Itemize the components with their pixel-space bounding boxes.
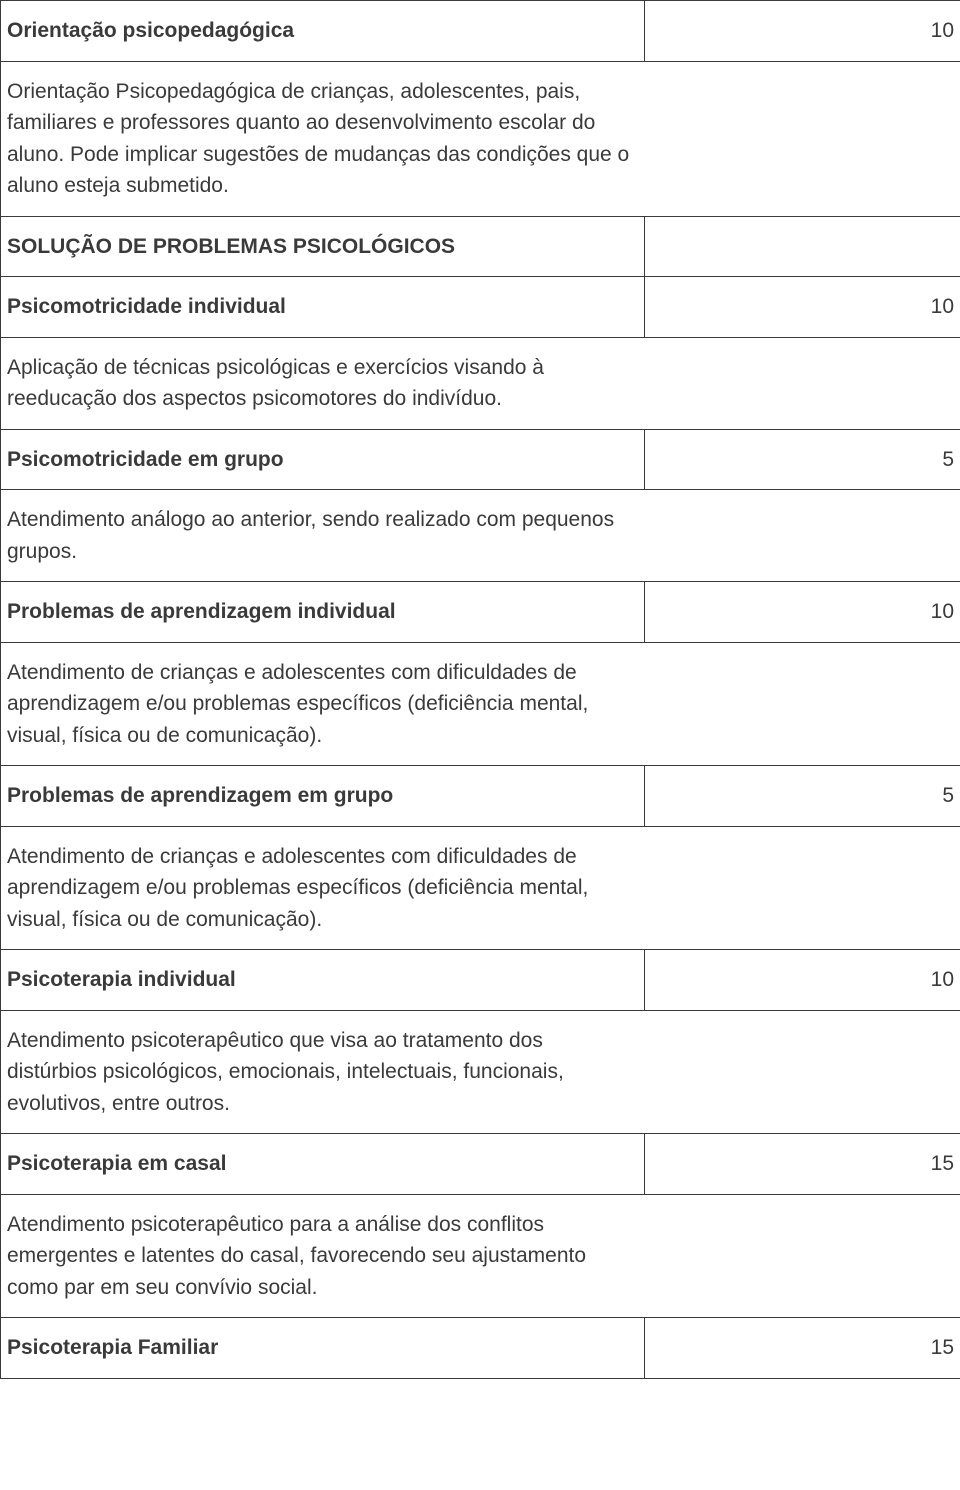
row-title: Psicomotricidade individual [1,277,645,338]
row-value: 10 [645,1,960,62]
row-title: Psicoterapia individual [1,950,645,1011]
row-description: Atendimento psicoterapêutico que visa ao… [1,1010,645,1134]
row-value-empty [645,1010,960,1134]
services-table: Orientação psicopedagógica 10 Orientação… [0,0,960,1379]
table-row: SOLUÇÃO DE PROBLEMAS PSICOLÓGICOS [1,216,960,277]
table-row: Aplicação de técnicas psicológicas e exe… [1,337,960,429]
row-value: 15 [645,1134,960,1195]
row-title: Orientação psicopedagógica [1,1,645,62]
row-title: Psicomotricidade em grupo [1,429,645,490]
table-row: Psicoterapia Familiar 15 [1,1318,960,1379]
table-row: Atendimento psicoterapêutico para a anál… [1,1194,960,1318]
row-value: 10 [645,582,960,643]
row-value-empty [645,1194,960,1318]
table-row: Atendimento análogo ao anterior, sendo r… [1,490,960,582]
section-header: SOLUÇÃO DE PROBLEMAS PSICOLÓGICOS [1,216,645,277]
table-row: Atendimento de crianças e adolescentes c… [1,826,960,950]
row-title: Problemas de aprendizagem em grupo [1,766,645,827]
row-description: Atendimento psicoterapêutico para a anál… [1,1194,645,1318]
row-description: Atendimento de crianças e adolescentes c… [1,642,645,766]
table-row: Problemas de aprendizagem em grupo 5 [1,766,960,827]
row-value: 10 [645,950,960,1011]
row-value-empty [645,826,960,950]
row-description: Atendimento análogo ao anterior, sendo r… [1,490,645,582]
row-title: Problemas de aprendizagem individual [1,582,645,643]
table-row: Psicoterapia individual 10 [1,950,960,1011]
row-description: Aplicação de técnicas psicológicas e exe… [1,337,645,429]
row-description: Atendimento de crianças e adolescentes c… [1,826,645,950]
row-value: 5 [645,429,960,490]
row-value-empty [645,216,960,277]
row-value-empty [645,642,960,766]
table-row: Psicoterapia em casal 15 [1,1134,960,1195]
row-description: Orientação Psicopedagógica de crianças, … [1,61,645,216]
table-row: Psicomotricidade individual 10 [1,277,960,338]
row-value: 10 [645,277,960,338]
table-row: Orientação Psicopedagógica de crianças, … [1,61,960,216]
row-value-empty [645,490,960,582]
table-row: Problemas de aprendizagem individual 10 [1,582,960,643]
row-value-empty [645,61,960,216]
table-row: Orientação psicopedagógica 10 [1,1,960,62]
table-row: Psicomotricidade em grupo 5 [1,429,960,490]
row-title: Psicoterapia Familiar [1,1318,645,1379]
row-value-empty [645,337,960,429]
table-row: Atendimento psicoterapêutico que visa ao… [1,1010,960,1134]
row-title: Psicoterapia em casal [1,1134,645,1195]
row-value: 15 [645,1318,960,1379]
row-value: 5 [645,766,960,827]
table-row: Atendimento de crianças e adolescentes c… [1,642,960,766]
